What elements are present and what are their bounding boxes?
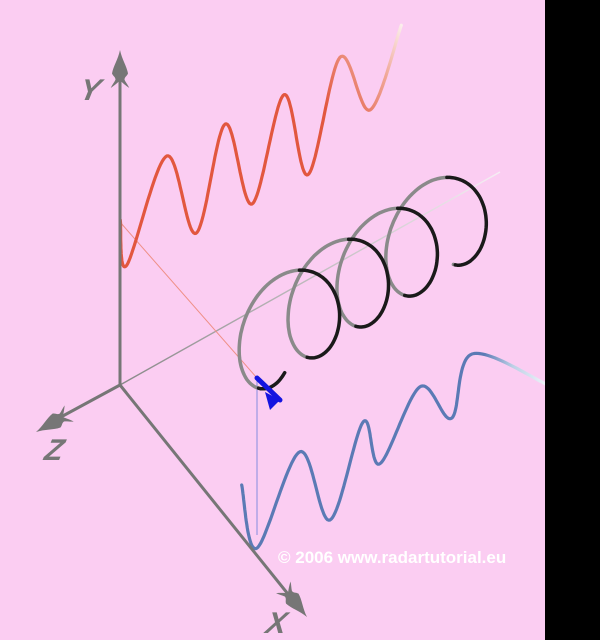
svg-text:X: X	[261, 607, 292, 640]
svg-text:Y: Y	[77, 74, 107, 107]
svg-text:© 2006 www.radartutorial.eu: © 2006 www.radartutorial.eu	[278, 548, 506, 567]
svg-text:Z: Z	[41, 434, 69, 467]
